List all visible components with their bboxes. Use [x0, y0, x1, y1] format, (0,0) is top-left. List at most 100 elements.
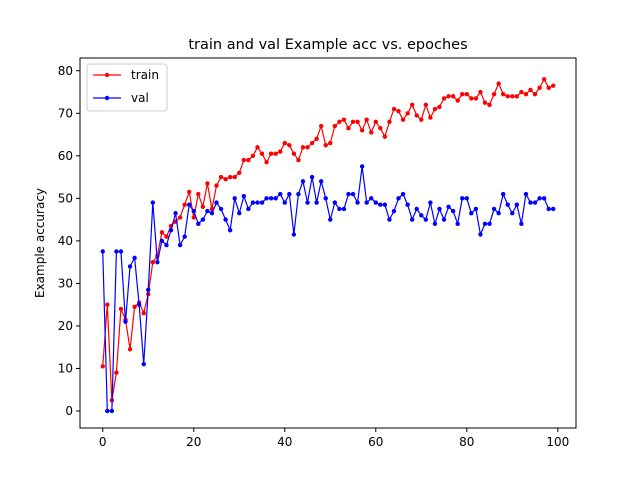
train-point — [218, 174, 224, 180]
val-point — [168, 228, 174, 233]
train-point — [382, 134, 388, 139]
val-point — [514, 202, 520, 207]
val-point — [187, 202, 192, 207]
val-point — [114, 249, 119, 254]
val-point — [450, 208, 456, 214]
val-point — [423, 217, 429, 222]
val-point — [396, 196, 401, 201]
train-point — [409, 102, 415, 107]
series-layer — [100, 77, 556, 414]
val-point — [232, 196, 237, 201]
val-point — [369, 196, 374, 201]
x-tick-label: 80 — [459, 435, 474, 449]
train-point — [227, 174, 233, 180]
val-point — [400, 191, 406, 197]
y-axis-label: Example accuracy — [33, 188, 47, 298]
val-point — [546, 206, 551, 212]
train-point — [519, 89, 524, 95]
val-point — [473, 206, 479, 212]
val-point — [173, 211, 178, 216]
val-point — [337, 206, 342, 212]
val-point — [105, 408, 110, 414]
val-point — [528, 200, 533, 205]
x-tick-label: 100 — [546, 435, 569, 449]
train-point — [405, 111, 410, 116]
y-tick-label: 30 — [58, 276, 73, 290]
train-point — [159, 230, 165, 235]
y-tick-label: 50 — [58, 191, 73, 205]
x-tick-label: 0 — [99, 435, 107, 449]
val-point — [496, 211, 501, 216]
val-point — [278, 191, 283, 197]
train-point — [355, 119, 360, 124]
train-point — [496, 81, 501, 86]
val-point — [205, 208, 210, 214]
train-point — [223, 177, 228, 182]
train-point — [364, 117, 369, 122]
train-point — [400, 117, 406, 122]
train-point — [278, 149, 283, 154]
val-point — [378, 202, 383, 207]
train-point — [514, 94, 520, 99]
train-point — [428, 115, 433, 120]
val-point — [551, 206, 556, 212]
train-point — [287, 142, 292, 148]
val-point — [255, 200, 260, 205]
val-point — [282, 200, 287, 205]
train-point — [505, 94, 510, 99]
val-point — [455, 221, 460, 227]
train-point — [482, 100, 488, 105]
val-point — [132, 255, 137, 261]
train-point — [177, 215, 183, 220]
val-point — [223, 217, 228, 222]
val-point — [328, 217, 333, 222]
x-tick-label: 60 — [368, 435, 383, 449]
train-point — [487, 102, 492, 107]
train-point — [500, 91, 506, 97]
train-point — [214, 183, 219, 188]
val-point — [414, 206, 419, 212]
train-point — [300, 145, 306, 150]
train-point — [455, 98, 460, 103]
val-point — [382, 202, 388, 207]
val-point — [537, 196, 542, 201]
val-point — [164, 242, 169, 248]
train-point — [191, 215, 196, 220]
val-point — [136, 302, 142, 307]
val-point — [273, 196, 278, 201]
val-point — [500, 191, 506, 197]
train-point — [268, 151, 274, 156]
train-point — [446, 94, 451, 99]
train-point — [546, 85, 551, 90]
val-point — [218, 206, 224, 212]
chart-title: train and val Example acc vs. epoches — [188, 37, 467, 53]
train-point — [187, 189, 192, 195]
train-point — [264, 159, 269, 165]
train-point — [337, 119, 342, 124]
val-point — [296, 191, 301, 197]
val-point — [441, 217, 447, 222]
val-point — [309, 174, 315, 180]
train-point — [432, 106, 438, 112]
val-point — [510, 211, 515, 216]
legend-val-marker — [104, 95, 110, 101]
train-point — [259, 151, 265, 156]
val-point — [446, 204, 451, 210]
train-point — [296, 157, 301, 163]
train-point — [437, 104, 442, 110]
train-point — [309, 140, 315, 146]
y-tick-label: 60 — [58, 149, 73, 163]
train-point — [464, 91, 469, 97]
train-point — [341, 117, 347, 122]
val-point — [482, 221, 488, 227]
train-point — [373, 119, 378, 124]
val-point — [491, 206, 497, 212]
val-point — [505, 202, 510, 207]
train-point — [378, 125, 383, 131]
train-point — [118, 306, 124, 312]
val-point — [409, 217, 415, 222]
train-point — [450, 94, 456, 99]
val-point — [209, 211, 215, 216]
train-point — [150, 259, 156, 265]
train-point — [127, 347, 133, 352]
